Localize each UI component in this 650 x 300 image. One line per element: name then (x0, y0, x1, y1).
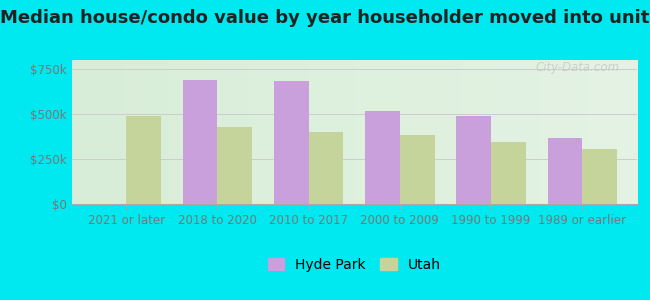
Bar (547, 138, 582, 204)
Bar (365, 111, 400, 204)
Bar (183, 80, 218, 204)
Bar (456, 116, 491, 204)
Text: Median house/condo value by year householder moved into unit: Median house/condo value by year househo… (0, 9, 650, 27)
Bar (582, 149, 617, 204)
Bar (126, 116, 161, 204)
Bar (400, 135, 434, 204)
Bar (491, 142, 526, 204)
Bar (274, 81, 309, 204)
Text: City-Data.com: City-Data.com (536, 61, 620, 74)
Legend: Hyde Park, Utah: Hyde Park, Utah (268, 258, 441, 272)
Bar (218, 127, 252, 204)
Bar (309, 132, 343, 204)
